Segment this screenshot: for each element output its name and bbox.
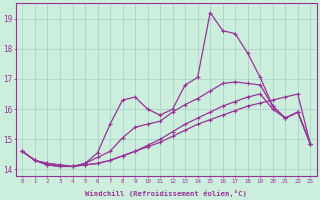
X-axis label: Windchill (Refroidissement éolien,°C): Windchill (Refroidissement éolien,°C) — [85, 190, 247, 197]
